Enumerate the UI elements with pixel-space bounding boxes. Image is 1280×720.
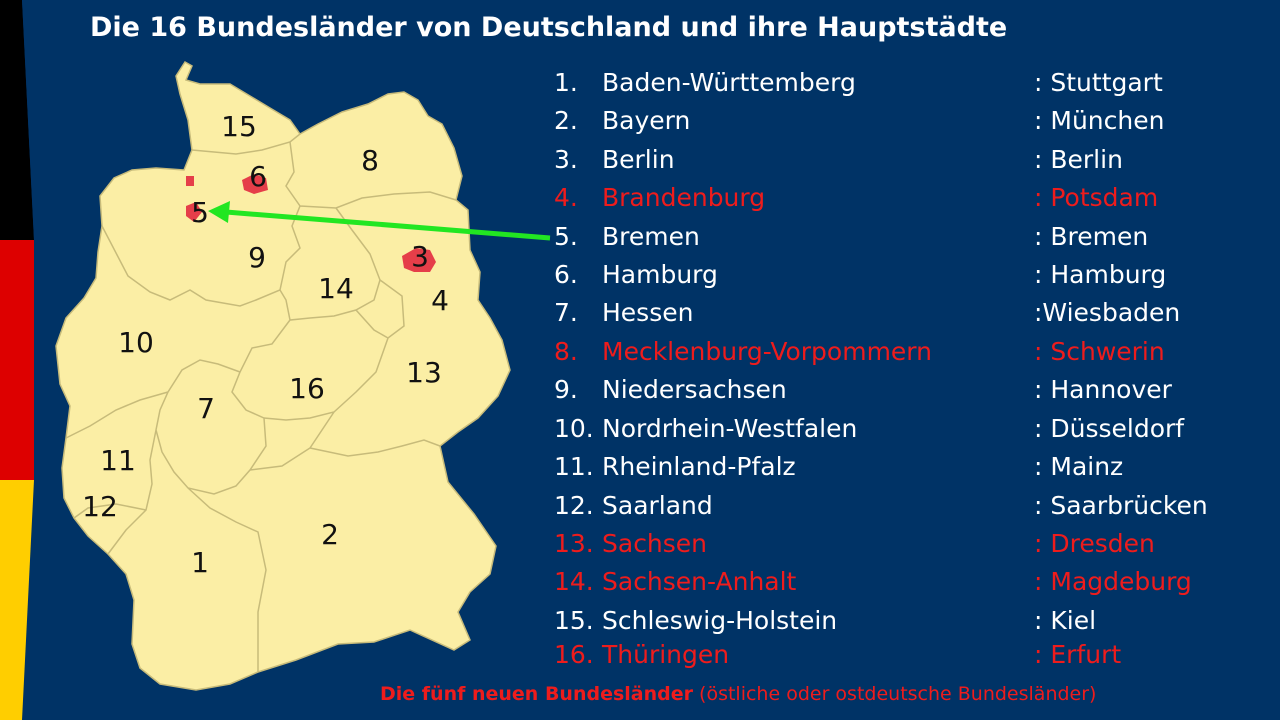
flag-red-stripe (0, 240, 34, 480)
footnote-highlight: Die fünf neuen Bundesländer (380, 683, 693, 705)
state-borders (65, 133, 457, 672)
state-row: 13. Sachsen : Dresden (554, 527, 1254, 561)
map-label-12: 12 (82, 490, 118, 523)
state-num: 13. (554, 529, 594, 558)
state-row: 14. Sachsen-Anhalt : Magdeburg (554, 565, 1254, 599)
state-name: Mecklenburg-Vorpommern (602, 337, 932, 366)
state-row: 16. Thüringen : Erfurt (554, 638, 1254, 672)
state-capital: :Wiesbaden (1034, 298, 1181, 327)
state-name: Hamburg (602, 260, 718, 289)
map-label-6: 6 (249, 160, 267, 193)
bremen-area (186, 202, 202, 222)
map-label-16: 16 (289, 372, 325, 405)
state-capital: : München (1034, 106, 1165, 135)
state-num: 15. (554, 606, 594, 635)
map-label-15: 15 (221, 110, 257, 143)
state-capital: : Erfurt (1034, 640, 1122, 669)
state-num: 3. (554, 145, 578, 174)
map-label-14: 14 (318, 272, 354, 305)
state-name: Baden-Württemberg (602, 68, 856, 97)
state-name: Hessen (602, 298, 694, 327)
state-row: 15. Schleswig-Holstein : Kiel (554, 604, 1254, 638)
state-num: 5. (554, 222, 578, 251)
state-num: 14. (554, 567, 594, 596)
state-name: Rheinland-Pfalz (602, 452, 796, 481)
footnote: Die fünf neuen Bundesländer (östliche od… (380, 680, 1096, 708)
flag-blue-wedge (22, 0, 34, 240)
state-capital: : Stuttgart (1034, 68, 1163, 97)
state-name: Nordrhein-Westfalen (602, 414, 858, 443)
state-capital: : Dresden (1034, 529, 1155, 558)
state-row: 10. Nordrhein-Westfalen : Düsseldorf (554, 412, 1254, 446)
state-row: 4. Brandenburg : Potsdam (554, 181, 1254, 215)
state-num: 8. (554, 337, 578, 366)
state-row: 12. Saarland : Saarbrücken (554, 489, 1254, 523)
map-label-10: 10 (118, 326, 154, 359)
map-label-3: 3 (411, 240, 429, 273)
state-row: 9. Niedersachsen : Hannover (554, 373, 1254, 407)
state-capital: : Düsseldorf (1034, 414, 1185, 443)
bremen-pointer-arrow-head (208, 201, 230, 223)
flag-black-stripe (0, 0, 34, 240)
state-name: Bayern (602, 106, 691, 135)
state-row: 7. Hessen :Wiesbaden (554, 296, 1254, 330)
map-label-7: 7 (197, 392, 215, 425)
state-name: Bremen (602, 222, 700, 251)
state-capital: : Mainz (1034, 452, 1124, 481)
map-label-2: 2 (321, 518, 339, 551)
state-capital: : Saarbrücken (1034, 491, 1208, 520)
map-label-4: 4 (431, 284, 449, 317)
berlin-area (402, 248, 436, 272)
state-name: Niedersachsen (602, 375, 787, 404)
state-num: 6. (554, 260, 578, 289)
state-row: 8. Mecklenburg-Vorpommern : Schwerin (554, 335, 1254, 369)
state-num: 7. (554, 298, 578, 327)
german-flag-stripes (0, 0, 34, 720)
germany-outline (55, 60, 511, 691)
hamburg-area (242, 174, 268, 194)
state-name: Thüringen (602, 640, 730, 669)
state-num: 4. (554, 183, 578, 212)
state-row: 11. Rheinland-Pfalz : Mainz (554, 450, 1254, 484)
state-name: Sachsen-Anhalt (602, 567, 797, 596)
state-num: 10. (554, 414, 594, 443)
state-num: 9. (554, 375, 578, 404)
map-label-13: 13 (406, 356, 442, 389)
state-capital: : Bremen (1034, 222, 1149, 251)
map-label-9: 9 (248, 241, 266, 274)
map-label-8: 8 (361, 144, 379, 177)
state-num: 2. (554, 106, 578, 135)
state-num: 1. (554, 68, 578, 97)
map-label-1: 1 (191, 546, 209, 579)
state-num: 16. (554, 640, 594, 669)
state-name: Brandenburg (602, 183, 766, 212)
footnote-detail: (östliche oder ostdeutsche Bundesländer) (693, 683, 1097, 705)
page-title: Die 16 Bundesländer von Deutschland und … (90, 12, 1008, 43)
state-num: 12. (554, 491, 594, 520)
state-capital: : Magdeburg (1034, 567, 1192, 596)
state-capital: : Kiel (1034, 606, 1097, 635)
bremen-pointer-arrow-line (225, 209, 551, 241)
state-capital: : Berlin (1034, 145, 1123, 174)
state-row: 6. Hamburg : Hamburg (554, 258, 1254, 292)
state-row: 2. Bayern : München (554, 104, 1254, 138)
bremerhaven-area (186, 176, 194, 186)
flag-gold-stripe (0, 480, 34, 720)
state-capital: : Hamburg (1034, 260, 1167, 289)
state-capital: : Hannover (1034, 375, 1172, 404)
map-label-11: 11 (100, 444, 136, 477)
state-name: Saarland (602, 491, 713, 520)
state-capital: : Schwerin (1034, 337, 1165, 366)
state-name: Sachsen (602, 529, 708, 558)
state-row: 3. Berlin : Berlin (554, 143, 1254, 177)
state-name: Berlin (602, 145, 675, 174)
state-name: Schleswig-Holstein (602, 606, 838, 635)
state-num: 11. (554, 452, 594, 481)
state-row: 1. Baden-Württemberg : Stuttgart (554, 66, 1254, 100)
state-row: 5. Bremen : Bremen (554, 220, 1254, 254)
map-label-5: 5 (191, 196, 209, 229)
state-capital: : Potsdam (1034, 183, 1159, 212)
